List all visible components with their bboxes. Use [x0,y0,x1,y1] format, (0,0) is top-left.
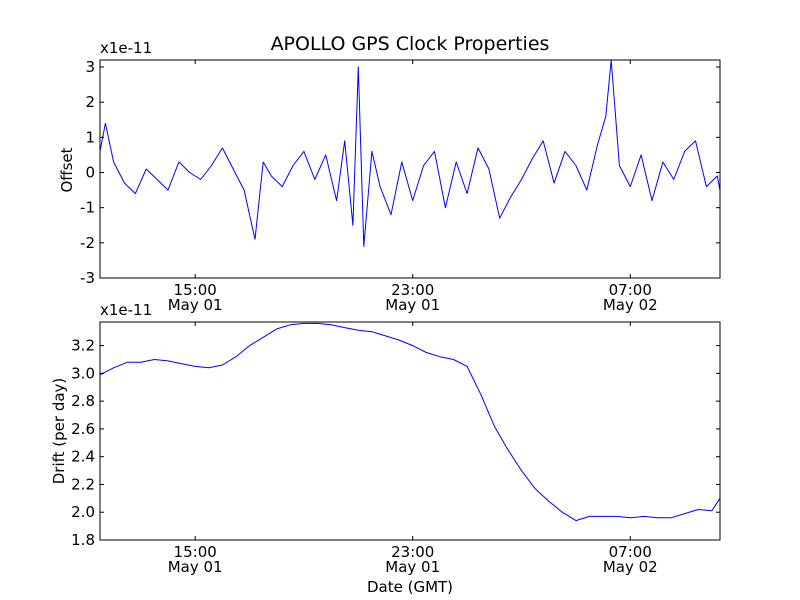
x-tick-date-label: May 01 [385,558,440,576]
y-tick-label: 2.0 [71,503,95,521]
offset-panel: APOLLO GPS Clock Properties x1e-11 Offse… [58,33,721,314]
chart-title: APOLLO GPS Clock Properties [271,33,550,55]
x-tick-date-label: May 02 [603,558,658,576]
x-tick-date-label: May 01 [168,296,223,314]
drift-panel: x1e-11 Drift (per day) Date (GMT) 1.8 2.0… [50,301,721,596]
x-tick-time-label: 23:00 [391,543,434,561]
x-tick-date-label: May 01 [385,296,440,314]
y-tick-label: 2.4 [71,448,95,466]
y-tick-label: 2.6 [71,420,95,438]
x-tick-time-label: 07:00 [609,281,652,299]
x-tick-date-label: May 01 [168,558,223,576]
y-tick-label: 3.2 [71,337,95,355]
offset-exponent-label: x1e-11 [100,39,152,57]
drift-series-line [99,322,721,522]
offset-series-line [99,59,721,247]
y-tick-label: 2 [85,93,95,111]
offset-y-ticks: -3 -2 -1 0 1 2 3 [80,58,720,287]
drift-plot-frame [99,321,721,541]
y-tick-label: -1 [80,199,95,217]
y-tick-label: 1.8 [71,531,95,549]
y-tick-label: 3.0 [71,364,95,382]
x-tick-time-label: 07:00 [609,543,652,561]
x-tick-date-label: May 02 [603,296,658,314]
drift-exponent-label: x1e-11 [100,301,152,319]
x-tick-time-label: 15:00 [174,543,217,561]
x-axis-label: Date (GMT) [367,578,453,596]
offset-plot-frame [99,59,721,279]
offset-y-axis-label: Offset [58,147,76,192]
y-tick-label: 1 [85,128,95,146]
drift-y-ticks: 1.8 2.0 2.2 2.4 2.6 2.8 3.0 3.2 [71,337,720,549]
x-tick-time-label: 15:00 [174,281,217,299]
x-tick-time-label: 23:00 [391,281,434,299]
y-tick-label: -2 [80,234,95,252]
y-tick-label: 3 [85,58,95,76]
drift-y-axis-label: Drift (per day) [50,378,68,485]
y-tick-label: 2.2 [71,475,95,493]
y-tick-label: -3 [80,269,95,287]
y-tick-label: 0 [85,164,95,182]
y-tick-label: 2.8 [71,392,95,410]
